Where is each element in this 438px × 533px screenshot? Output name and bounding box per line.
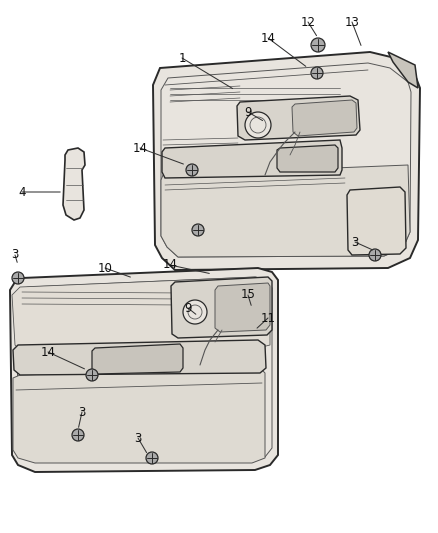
Polygon shape — [388, 52, 418, 88]
Text: 13: 13 — [345, 15, 360, 28]
Text: 3: 3 — [11, 248, 19, 262]
Text: 4: 4 — [18, 185, 26, 198]
Polygon shape — [237, 96, 360, 140]
Text: 3: 3 — [134, 432, 141, 445]
Polygon shape — [10, 268, 278, 472]
Text: 9: 9 — [244, 106, 252, 118]
Polygon shape — [63, 148, 85, 220]
Circle shape — [183, 300, 207, 324]
Circle shape — [146, 452, 158, 464]
Text: 1: 1 — [178, 52, 186, 64]
Circle shape — [186, 164, 198, 176]
Polygon shape — [162, 140, 342, 178]
Text: 14: 14 — [261, 31, 276, 44]
Text: 3: 3 — [351, 236, 359, 248]
Text: 9: 9 — [184, 302, 192, 314]
Polygon shape — [277, 145, 338, 172]
Text: 15: 15 — [240, 288, 255, 302]
Text: 12: 12 — [300, 15, 315, 28]
Text: 3: 3 — [78, 406, 86, 418]
Polygon shape — [153, 52, 420, 270]
Text: 14: 14 — [162, 259, 177, 271]
Text: 14: 14 — [40, 345, 56, 359]
Polygon shape — [292, 100, 357, 136]
Polygon shape — [13, 340, 266, 375]
Circle shape — [369, 249, 381, 261]
Circle shape — [192, 224, 204, 236]
Polygon shape — [215, 283, 270, 332]
Polygon shape — [171, 277, 272, 338]
Circle shape — [245, 112, 271, 138]
Polygon shape — [13, 368, 265, 463]
Text: 14: 14 — [133, 141, 148, 155]
Polygon shape — [92, 344, 183, 374]
Circle shape — [12, 272, 24, 284]
Polygon shape — [347, 187, 406, 255]
Text: 11: 11 — [261, 311, 276, 325]
Circle shape — [311, 38, 325, 52]
Polygon shape — [161, 165, 410, 257]
Polygon shape — [12, 277, 270, 350]
Circle shape — [72, 429, 84, 441]
Circle shape — [311, 67, 323, 79]
Circle shape — [86, 369, 98, 381]
Text: 10: 10 — [98, 262, 113, 274]
